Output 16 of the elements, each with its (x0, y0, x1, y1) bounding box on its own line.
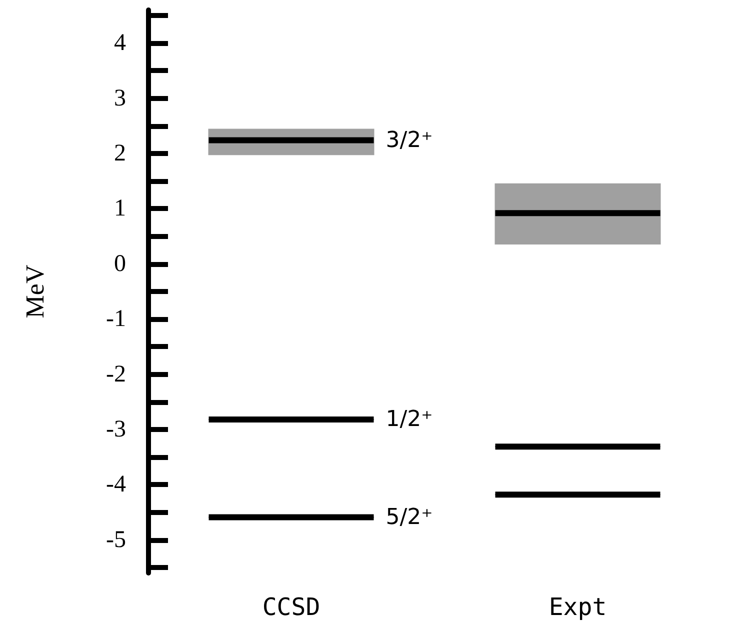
y-tick-label: 3 (114, 85, 126, 112)
y-tick-label: 0 (114, 250, 126, 277)
series-label: 1/2⁺ (386, 407, 433, 432)
y-tick-label: 4 (114, 30, 126, 56)
y-tick-label: -3 (106, 416, 126, 442)
y-tick-label: 2 (114, 140, 126, 167)
y-axis-title: MeV (20, 264, 50, 318)
y-tick-label: 1 (114, 196, 126, 222)
x-tick-label: CCSD (262, 593, 320, 621)
series-label: 3/2⁺ (386, 128, 433, 153)
y-tick-label: -5 (106, 526, 126, 553)
series-label: 5/2⁺ (386, 504, 433, 530)
x-tick-label: Expt (548, 593, 607, 621)
y-tick-label: -4 (106, 472, 126, 498)
y-tick-label: -1 (106, 306, 126, 332)
y-tick-label: -2 (106, 361, 126, 388)
